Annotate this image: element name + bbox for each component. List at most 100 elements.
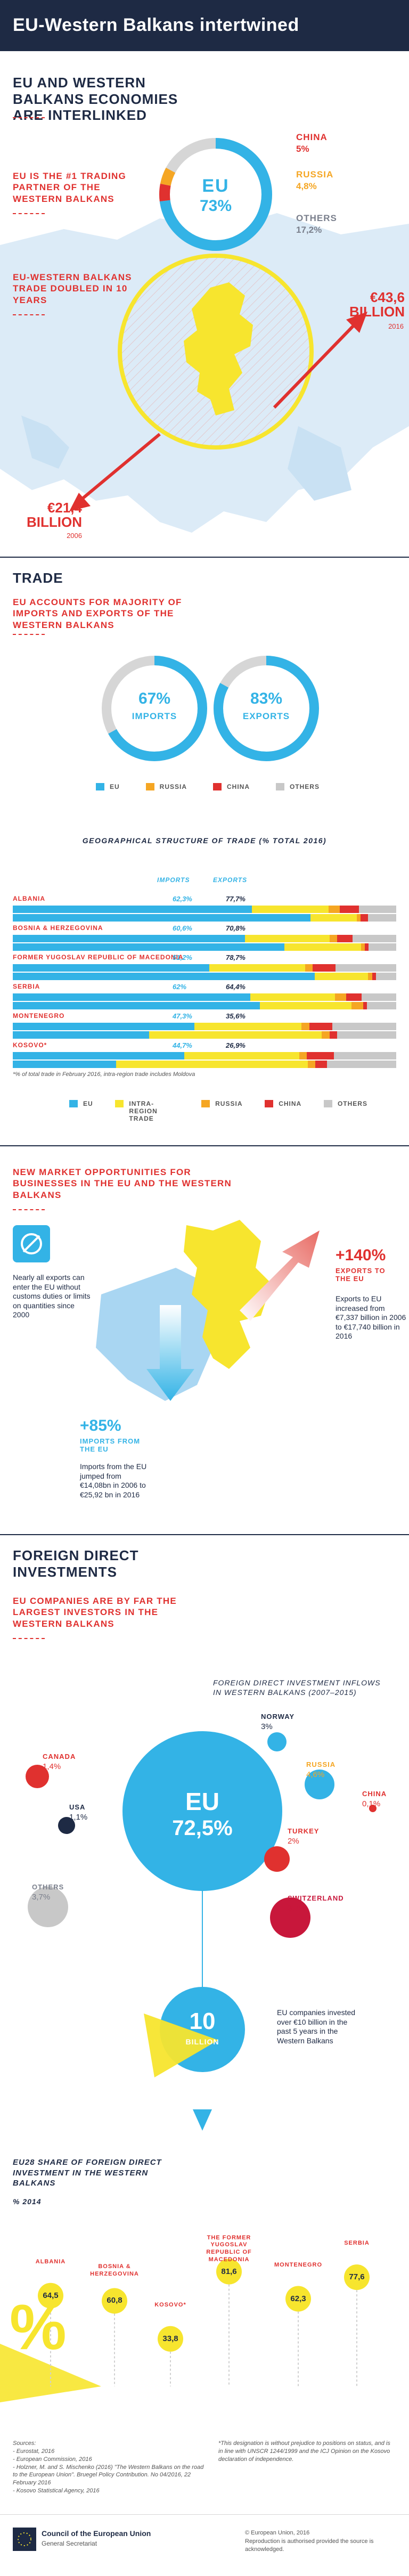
source-line: - Kosovo Statistical Agency, 2016: [13, 2488, 100, 2495]
exports-bar: [13, 914, 396, 922]
economies-title: EU AND WESTERN BALKANS ECONOMIES ARE INT…: [13, 75, 178, 124]
exports-label: EXPORTS: [242, 711, 290, 721]
lollipop-dot: [285, 2286, 311, 2312]
source-line: - Holzner, M. and S. Mischenko (2016) "T…: [13, 2464, 204, 2487]
fdi-russia-label: RUSSIA: [306, 1760, 336, 1768]
customs-icon: [13, 1225, 50, 1262]
divider: [13, 314, 45, 315]
billion-value: 10: [189, 2008, 216, 2034]
share-country: BOSNIA & HERZEGOVINA: [90, 2263, 139, 2278]
trade-row: BOSNIA & HERZEGOVINA 60,6% 70,8%: [13, 924, 396, 952]
fdi-others-value: 3,7%: [32, 1893, 51, 1902]
trade-2006-value: €21,4 BILLION: [27, 500, 82, 531]
footer-org: Council of the European Union: [42, 2529, 151, 2538]
row-imports: 44,7%: [173, 1041, 192, 1049]
trade-row: MONTENEGRO 47,3% 35,6%: [13, 1012, 396, 1040]
fdi-norway-value: 3%: [261, 1722, 273, 1731]
legend-eu: EU: [96, 783, 120, 790]
sources-title: Sources:: [13, 2440, 36, 2447]
legend-intra-region: INTRA-REGION TRADE: [115, 1100, 179, 1122]
footer-dept: General Secretariat: [42, 2540, 97, 2547]
section-line: [0, 1145, 409, 1146]
share-value: 62,3: [290, 2294, 306, 2303]
fdi-usa-label: USA: [69, 1803, 86, 1811]
legend-russia: RUSSIA: [145, 783, 187, 790]
fdi-china-label: CHINA: [362, 1790, 387, 1798]
russia-label: RUSSIA: [296, 169, 334, 180]
exports-bar: [13, 1061, 396, 1068]
share-value: 60,8: [107, 2296, 122, 2305]
lollipop-dot: [216, 2259, 242, 2285]
fdi-turkey-label: TURKEY: [288, 1827, 320, 1835]
imports-growth-label: IMPORTS FROM THE EU: [80, 1437, 141, 1453]
share-value: 33,8: [162, 2334, 178, 2343]
row-country: SERBIA: [13, 983, 40, 990]
row-exports: 35,6%: [226, 1012, 246, 1020]
eu-share-label: EU: [202, 176, 230, 196]
share-country: SERBIA: [344, 2240, 370, 2247]
exports-bar: [13, 1031, 396, 1039]
imports-bar: [13, 993, 396, 1001]
row-country: FORMER YUGOSLAV REPUBLIC OF MACEDONIA: [13, 953, 184, 961]
trade-2016-year: 2016: [388, 322, 404, 330]
row-exports: 78,7%: [226, 953, 246, 961]
divider: [13, 634, 45, 635]
trade-2006-year: 2006: [67, 532, 82, 540]
trade-growth-arrows: [69, 312, 367, 511]
divider: [13, 1209, 45, 1210]
row-imports: 60,6%: [173, 924, 192, 932]
imports-growth-pct: +85%: [80, 1417, 121, 1434]
exports-donut-arc: [214, 656, 319, 761]
share-value: 77,6: [349, 2272, 365, 2282]
trade-legend: EU RUSSIA CHINA OTHERS: [96, 783, 320, 790]
row-exports: 26,9%: [226, 1041, 246, 1049]
row-country: ALBANIA: [13, 895, 45, 902]
lollipop-dot: [344, 2264, 370, 2290]
exports-value: 83%: [250, 690, 283, 707]
share-country: THE FORMER YUGOSLAV REPUBLIC OF MACEDONI…: [206, 2234, 252, 2263]
share-lollipop-chart: [0, 2259, 370, 2402]
share-value: 81,6: [221, 2267, 237, 2276]
structure-title: GEOGRAPHICAL STRUCTURE OF TRADE (% TOTAL…: [82, 836, 327, 845]
china-label: CHINA: [296, 132, 328, 142]
lollipop-dot: [158, 2326, 183, 2352]
fdi-subtitle: EU COMPANIES ARE BY FAR THE LARGEST INVE…: [13, 1596, 177, 1629]
russia-value: 4,8%: [296, 181, 317, 191]
share-title: EU28 SHARE OF FOREIGN DIRECT INVESTMENT …: [13, 2158, 162, 2188]
row-exports: 77,7%: [226, 895, 246, 903]
trade-subtitle: EU ACCOUNTS FOR MAJORITY OF IMPORTS AND …: [13, 597, 182, 630]
exports-growth-pct: +140%: [336, 1246, 386, 1264]
exports-growth-label: EXPORTS TO THE EU: [336, 1267, 386, 1283]
legend-others: OTHERS: [323, 1100, 367, 1122]
share-subtitle: % 2014: [13, 2197, 42, 2206]
row-imports: 51,2%: [173, 953, 192, 961]
legend-china: CHINA: [212, 783, 250, 790]
row-country: BOSNIA & HERZEGOVINA: [13, 924, 103, 932]
footer-reproduction: Reproduction is authorised provided the …: [245, 2538, 374, 2553]
percent-symbol: %: [10, 2292, 67, 2363]
trade-row: FORMER YUGOSLAV REPUBLIC OF MACEDONIA 51,…: [13, 953, 396, 981]
exports-bar: [13, 1002, 396, 1009]
legend-others: OTHERS: [275, 783, 320, 790]
fdi-norway-label: NORWAY: [261, 1713, 295, 1721]
structure-footnote: *% of total trade in February 2016, intr…: [13, 1071, 195, 1078]
row-exports: 64,4%: [226, 983, 246, 991]
fdi-switzerland-value: 3,7%: [288, 1904, 306, 1913]
fdi-usa-value: 1,1%: [69, 1813, 88, 1822]
trade-row: KOSOVO* 44,7% 26,9%: [13, 1041, 396, 1069]
opportunities-title: NEW MARKET OPPORTUNITIES FOR BUSINESSES …: [13, 1167, 232, 1200]
divider: [13, 117, 45, 118]
imports-bar: [13, 1052, 396, 1059]
trade-doubled-text: EU-WESTERN BALKANS TRADE DOUBLED IN 10 Y…: [13, 272, 132, 305]
trade-row: SERBIA 62% 64,4%: [13, 983, 396, 1010]
fdi-switzerland-label: SWITZERLAND: [288, 1894, 344, 1902]
imports-value: 67%: [138, 690, 171, 707]
imports-donut-arc: [102, 656, 207, 761]
footer-line: [0, 2514, 409, 2515]
exports-bar: [13, 973, 396, 980]
row-imports: 47,3%: [173, 1012, 192, 1020]
section-line: [0, 557, 409, 558]
share-country: MONTENEGRO: [274, 2261, 323, 2268]
footer-copyright: © European Union, 2016: [245, 2530, 310, 2536]
share-country: ALBANIA: [35, 2258, 66, 2265]
